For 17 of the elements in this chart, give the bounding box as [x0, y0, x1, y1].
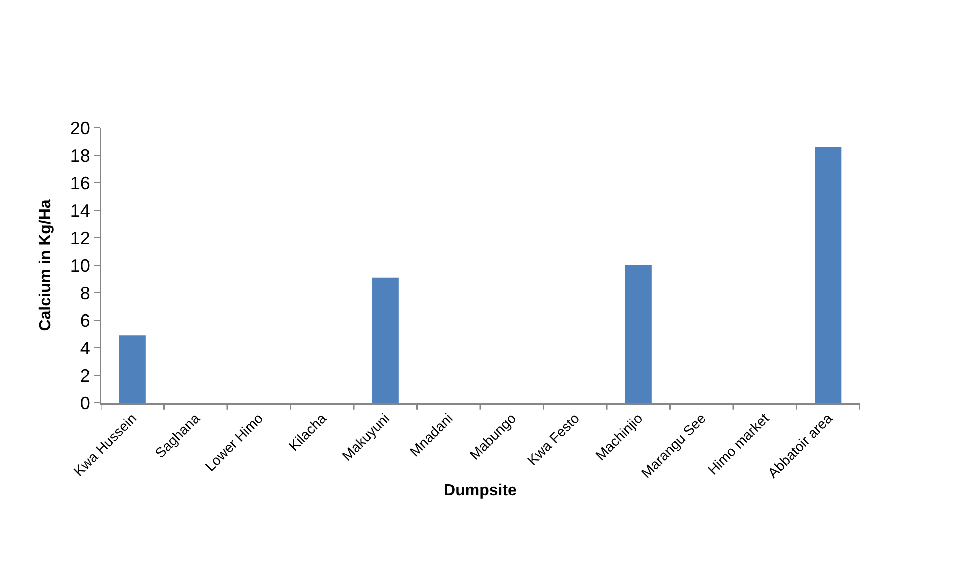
y-tick-label: 0	[80, 393, 90, 414]
y-tick-label: 10	[70, 256, 90, 276]
bar	[815, 147, 842, 403]
y-tick-label: 2	[80, 366, 90, 386]
y-tick-label: 12	[70, 228, 90, 248]
y-tick-label: 6	[80, 310, 90, 331]
y-tick-label: 14	[70, 200, 90, 221]
y-tick-label: 20	[70, 118, 90, 138]
x-axis-title: Dumpsite	[444, 482, 518, 500]
bar	[119, 336, 146, 403]
y-axis-title: Calcium in Kg/Ha	[37, 200, 54, 332]
y-tick-label: 18	[70, 146, 90, 166]
y-tick-label: 4	[80, 338, 90, 358]
y-tick-label: 8	[80, 283, 90, 304]
bar	[372, 278, 399, 403]
bar	[625, 266, 652, 403]
y-tick-label: 16	[70, 173, 90, 194]
